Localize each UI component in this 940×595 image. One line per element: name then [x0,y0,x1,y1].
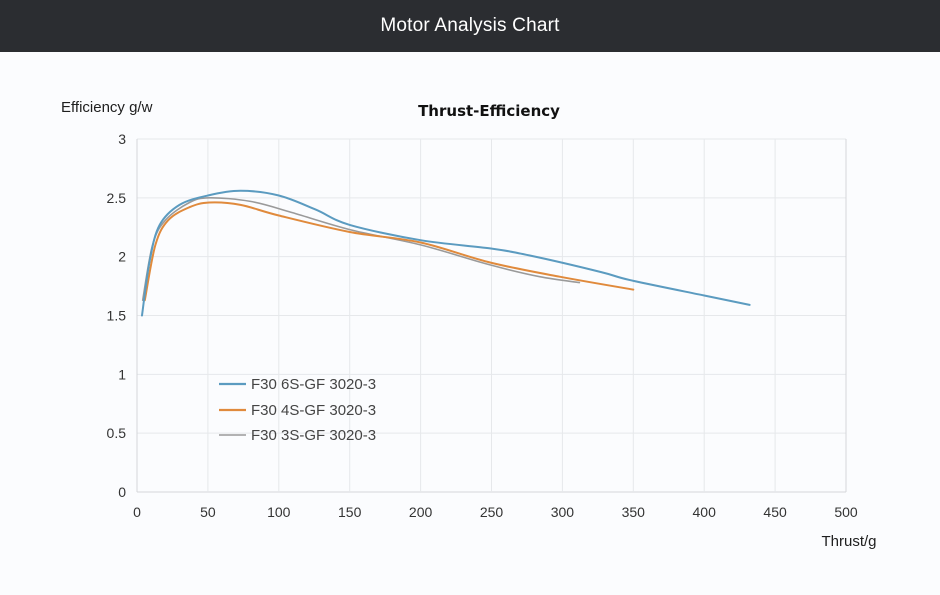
legend-label: F30 4S-GF 3020-3 [251,402,376,419]
x-tick-label: 0 [133,504,141,520]
series-line-3 [141,196,581,301]
chart-title: Thrust-Efficiency [418,102,560,120]
x-tick-label: 350 [622,504,646,520]
chart-panel [0,52,940,595]
x-tick-label: 500 [834,504,858,520]
legend-item: F30 4S-GF 3020-3 [219,402,376,419]
y-tick-label: 1 [118,366,126,382]
series-line-2 [143,201,635,302]
x-tick-label: 450 [763,504,787,520]
grid-lines [136,138,847,493]
legend-item: F30 6S-GF 3020-3 [219,376,376,393]
y-tick-labels: 0 0.5 1 1.5 2 2.5 3 [107,131,127,500]
y-tick-label: 0.5 [107,425,127,441]
x-tick-label: 50 [200,504,216,520]
header-bar: Motor Analysis Chart [0,0,940,52]
legend: F30 6S-GF 3020-3 F30 4S-GF 3020-3 F30 3S-G… [219,376,376,444]
legend-item: F30 3S-GF 3020-3 [219,427,376,444]
x-tick-label: 200 [409,504,433,520]
series-line-1 [141,189,751,317]
legend-label: F30 6S-GF 3020-3 [251,376,376,393]
page-title: Motor Analysis Chart [380,15,560,36]
x-tick-labels: 0 50 100 150 200 250 300 350 400 450 500 [133,504,858,520]
x-tick-label: 400 [693,504,717,520]
legend-label: F30 3S-GF 3020-3 [251,427,376,444]
x-tick-label: 100 [267,504,291,520]
x-axis-label: Thrust/g [821,533,876,550]
y-tick-label: 1.5 [107,308,127,324]
series-lines [141,189,751,317]
x-tick-label: 300 [551,504,575,520]
y-tick-label: 2 [118,249,126,265]
y-axis-label: Efficiency g/w [61,99,153,116]
y-tick-label: 3 [118,131,126,147]
x-tick-label: 150 [338,504,362,520]
y-tick-label: 0 [118,484,126,500]
x-tick-label: 250 [480,504,504,520]
y-tick-label: 2.5 [107,190,127,206]
